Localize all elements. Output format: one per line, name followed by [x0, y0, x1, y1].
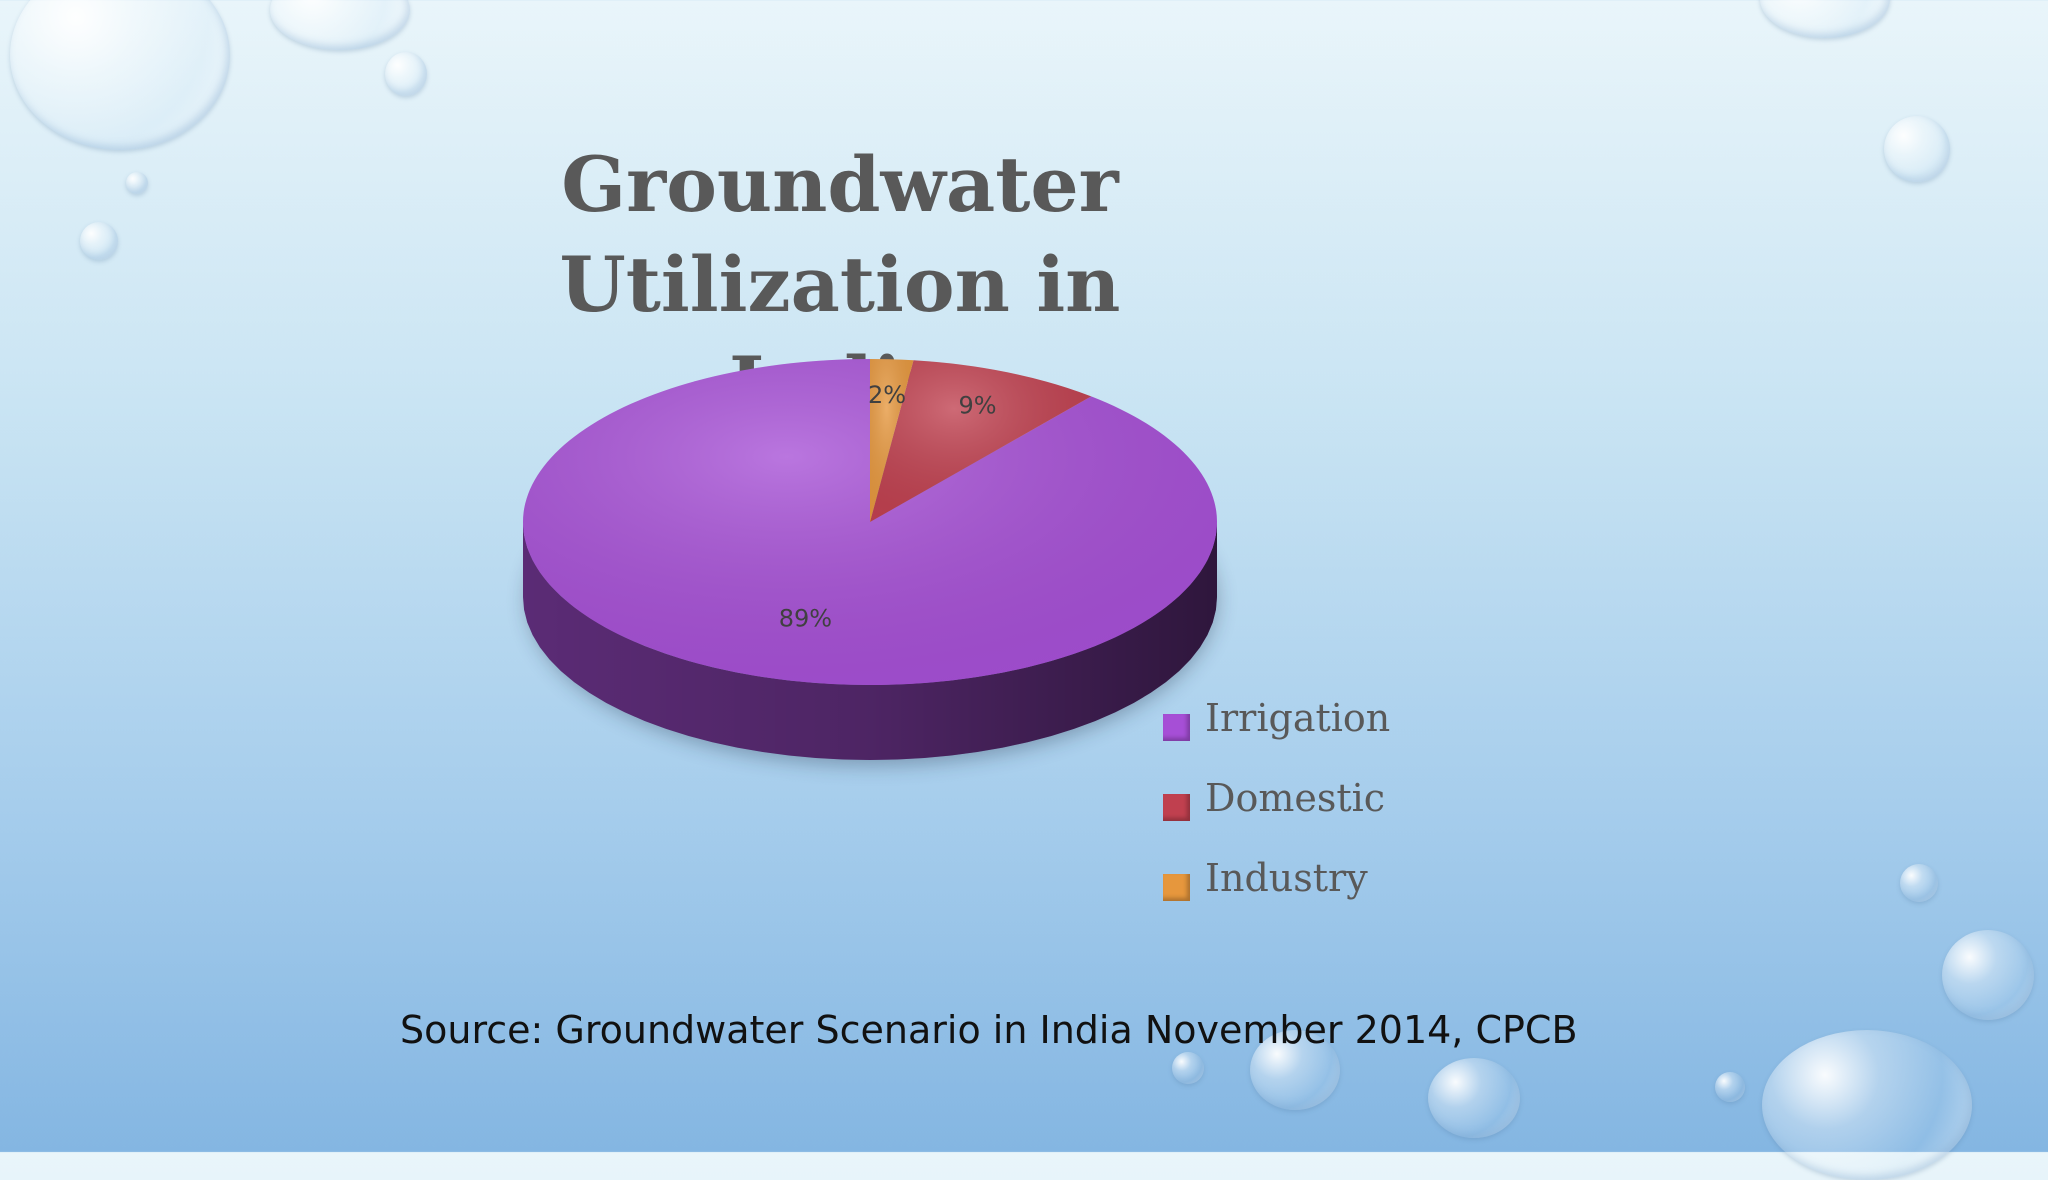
water-drop-icon: [1884, 116, 1950, 182]
water-drop-icon: [1715, 1072, 1745, 1102]
data-label-irrigation: 89%: [779, 604, 832, 632]
legend-label: Domestic: [1205, 776, 1386, 820]
water-drop-icon: [1172, 1052, 1204, 1084]
pie-side: [523, 522, 1217, 760]
data-label-domestic: 9%: [958, 391, 996, 419]
source-caption: Source: Groundwater Scenario in India No…: [400, 1008, 1578, 1052]
water-drop-icon: [1250, 1030, 1340, 1110]
water-drop-icon: [10, 0, 230, 150]
pie-side-shading: [523, 522, 1217, 760]
pie-chart: 89% 9% 2%: [522, 359, 1217, 765]
water-drop-icon: [1900, 864, 1938, 902]
water-drop-icon: [1942, 930, 2034, 1020]
legend-label: Irrigation: [1205, 696, 1391, 740]
pie-labels: 89% 9% 2%: [779, 381, 997, 632]
water-drop-icon: [80, 222, 118, 260]
legend-swatch: [1163, 874, 1190, 901]
water-drop-icon: [385, 52, 427, 96]
water-drop-icon: [126, 172, 148, 194]
data-label-industry: 2%: [868, 381, 906, 409]
pie-slice-shading: [522, 359, 1217, 685]
pie-top: [522, 359, 1217, 685]
pie-slice-shading: [870, 359, 914, 522]
pie-slice-shading: [870, 360, 1092, 522]
legend-swatch: [1163, 714, 1190, 741]
legend-swatch: [1163, 794, 1190, 821]
water-drop-icon: [1428, 1058, 1520, 1138]
title-line-1: Groundwater: [561, 140, 1119, 229]
slide: Groundwater Utilization in India 89%9%2%: [10, 0, 2034, 1180]
legend-label: Industry: [1205, 856, 1368, 900]
